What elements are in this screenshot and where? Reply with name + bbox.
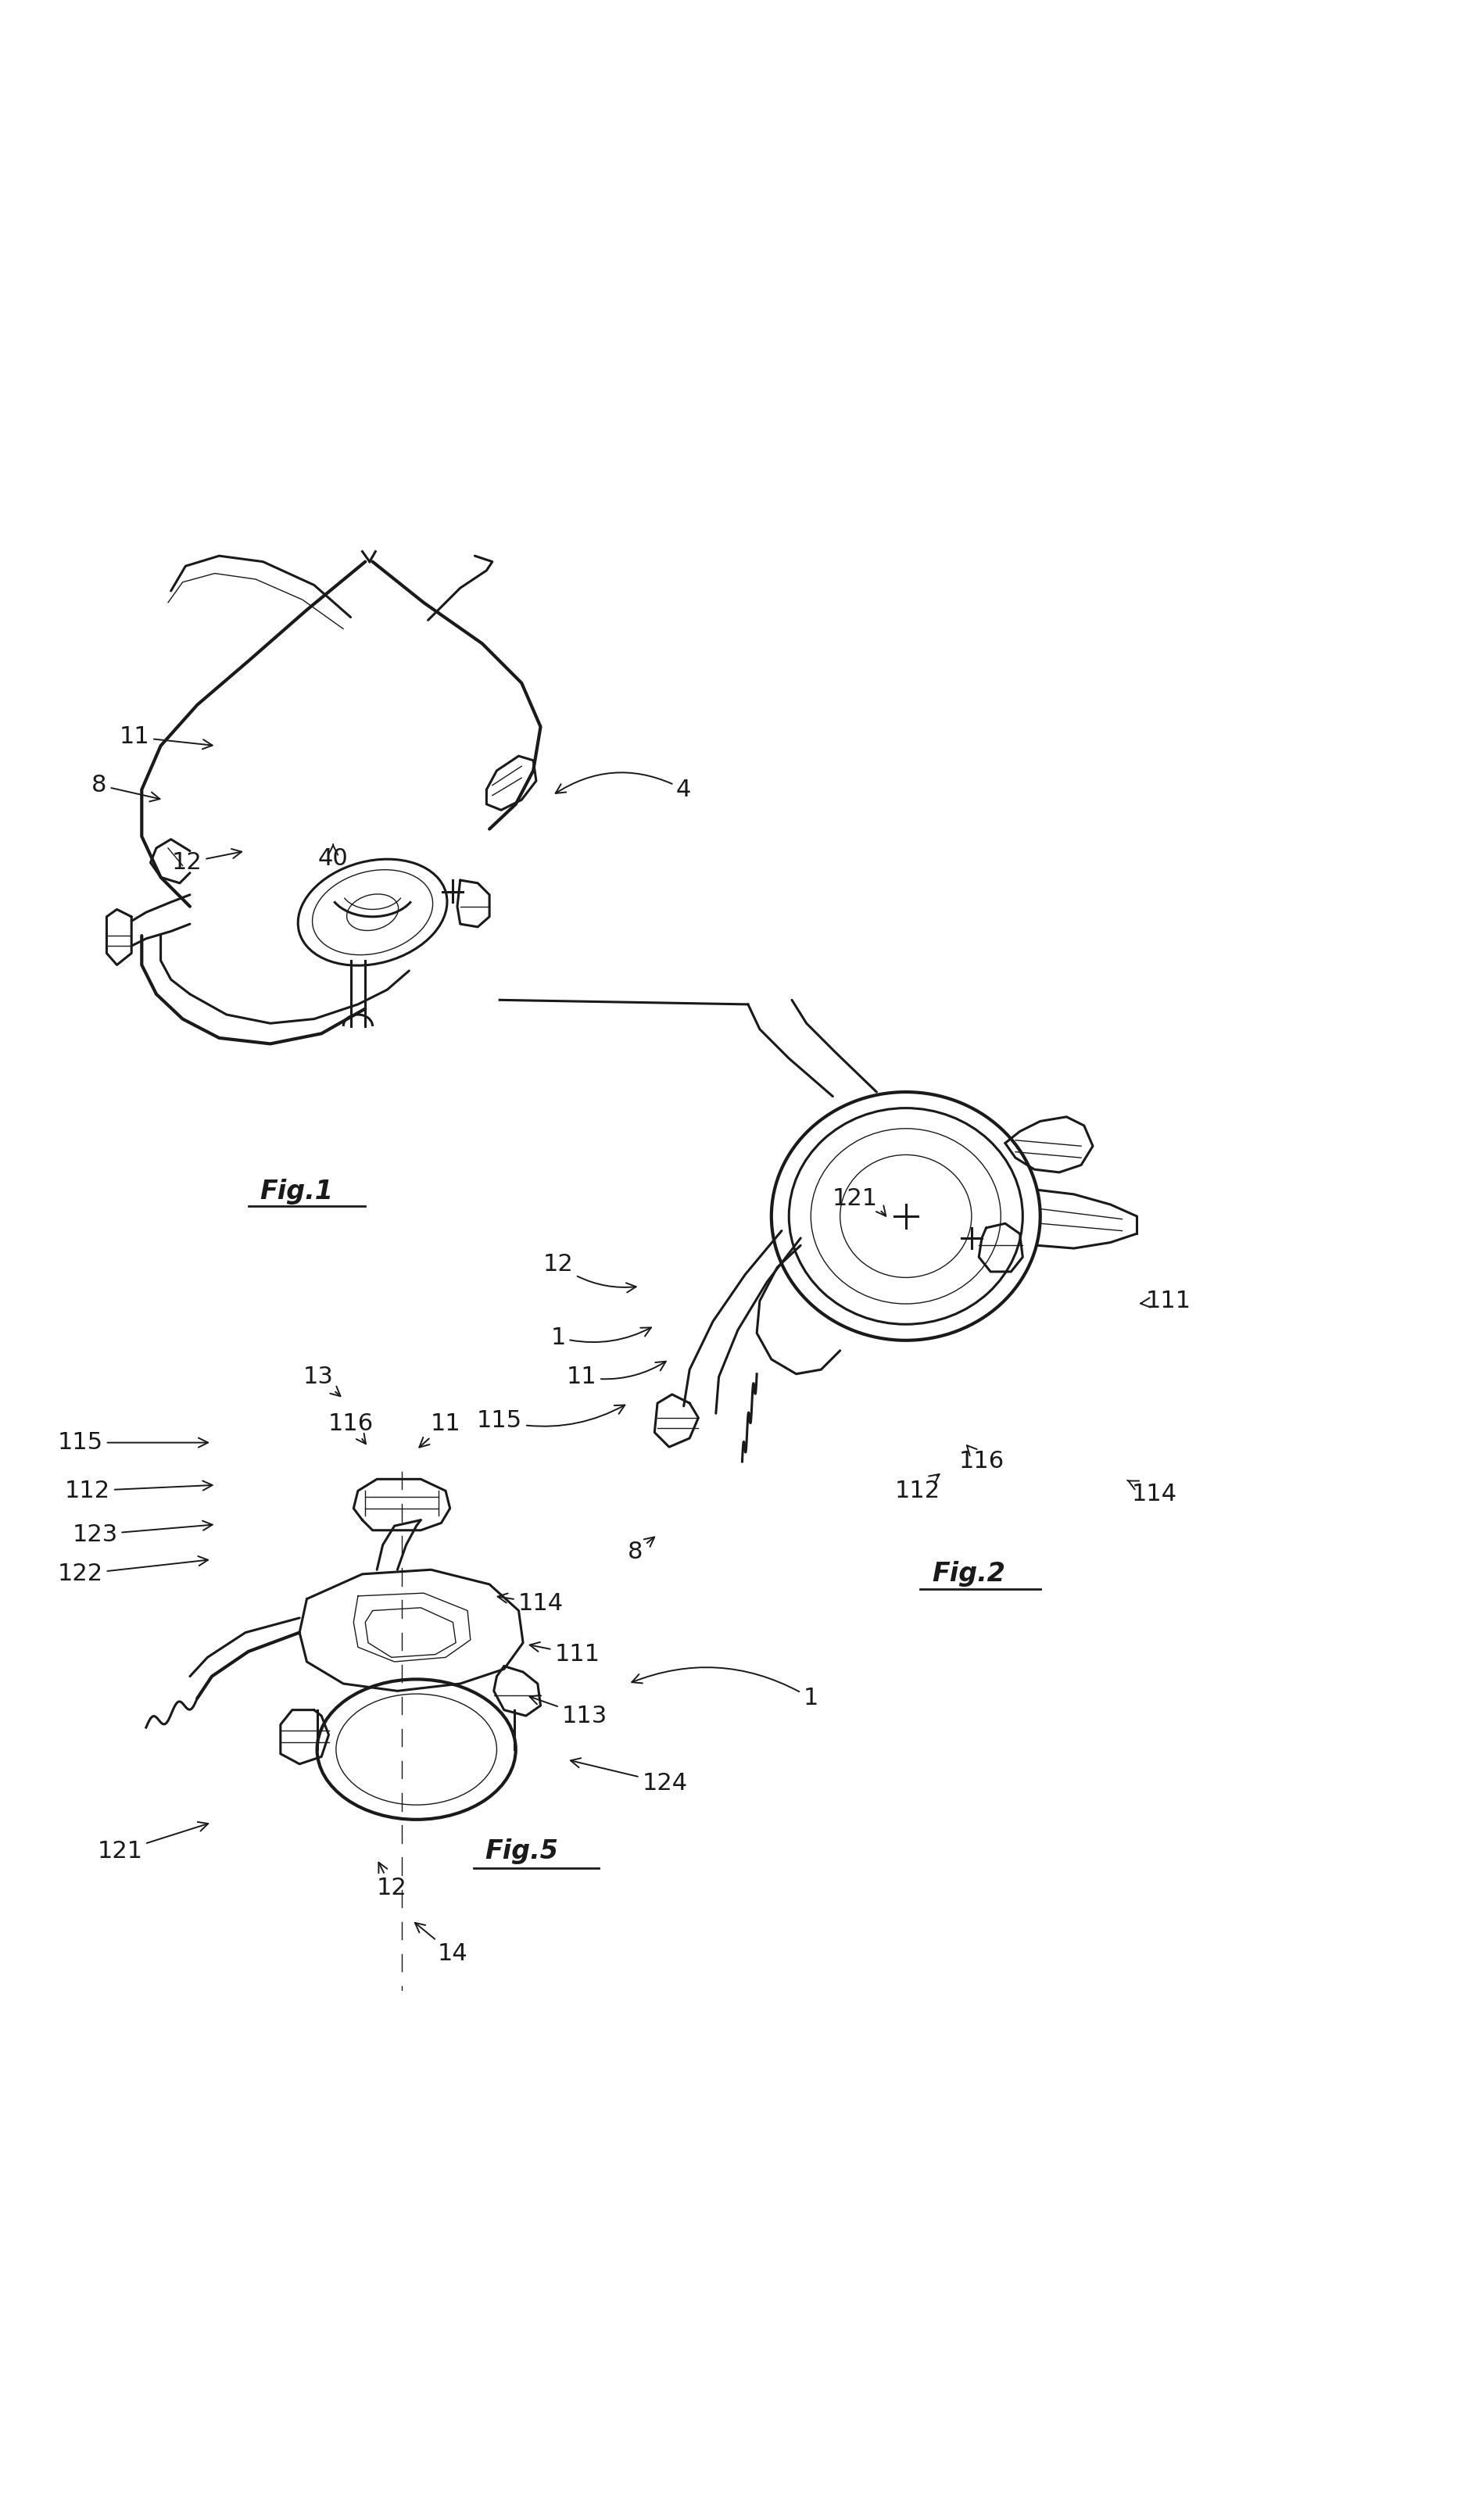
Text: 112: 112 xyxy=(64,1479,212,1502)
Text: 121: 121 xyxy=(96,1822,207,1862)
Text: 11: 11 xyxy=(567,1361,666,1389)
Text: 11: 11 xyxy=(419,1411,460,1446)
Text: 1: 1 xyxy=(631,1668,818,1709)
Text: 112: 112 xyxy=(894,1474,941,1502)
Text: 113: 113 xyxy=(529,1696,608,1726)
Text: 116: 116 xyxy=(958,1446,1005,1472)
Text: 12: 12 xyxy=(172,849,241,874)
Text: Fig.5: Fig.5 xyxy=(485,1840,558,1865)
Text: 40: 40 xyxy=(318,844,348,869)
Text: 13: 13 xyxy=(304,1366,340,1396)
Text: 124: 124 xyxy=(571,1759,688,1794)
Text: Fig.1: Fig.1 xyxy=(260,1179,333,1205)
Text: 115: 115 xyxy=(476,1406,625,1431)
Text: 121: 121 xyxy=(831,1187,885,1217)
Text: 14: 14 xyxy=(415,1923,468,1966)
Text: 12: 12 xyxy=(543,1252,636,1293)
Text: 116: 116 xyxy=(327,1411,374,1444)
Text: 115: 115 xyxy=(57,1431,207,1454)
Text: 8: 8 xyxy=(92,774,159,801)
Text: 122: 122 xyxy=(57,1557,207,1585)
Text: Fig.2: Fig.2 xyxy=(932,1560,1005,1588)
Text: 8: 8 xyxy=(628,1537,655,1562)
Text: 4: 4 xyxy=(555,774,691,801)
Text: 111: 111 xyxy=(1141,1290,1192,1313)
Text: 114: 114 xyxy=(498,1593,564,1615)
Text: 111: 111 xyxy=(530,1643,600,1666)
Text: 123: 123 xyxy=(72,1520,212,1545)
Text: 114: 114 xyxy=(1128,1479,1178,1504)
Text: 11: 11 xyxy=(120,726,212,748)
Text: 1: 1 xyxy=(551,1326,652,1348)
Text: 12: 12 xyxy=(377,1862,406,1900)
